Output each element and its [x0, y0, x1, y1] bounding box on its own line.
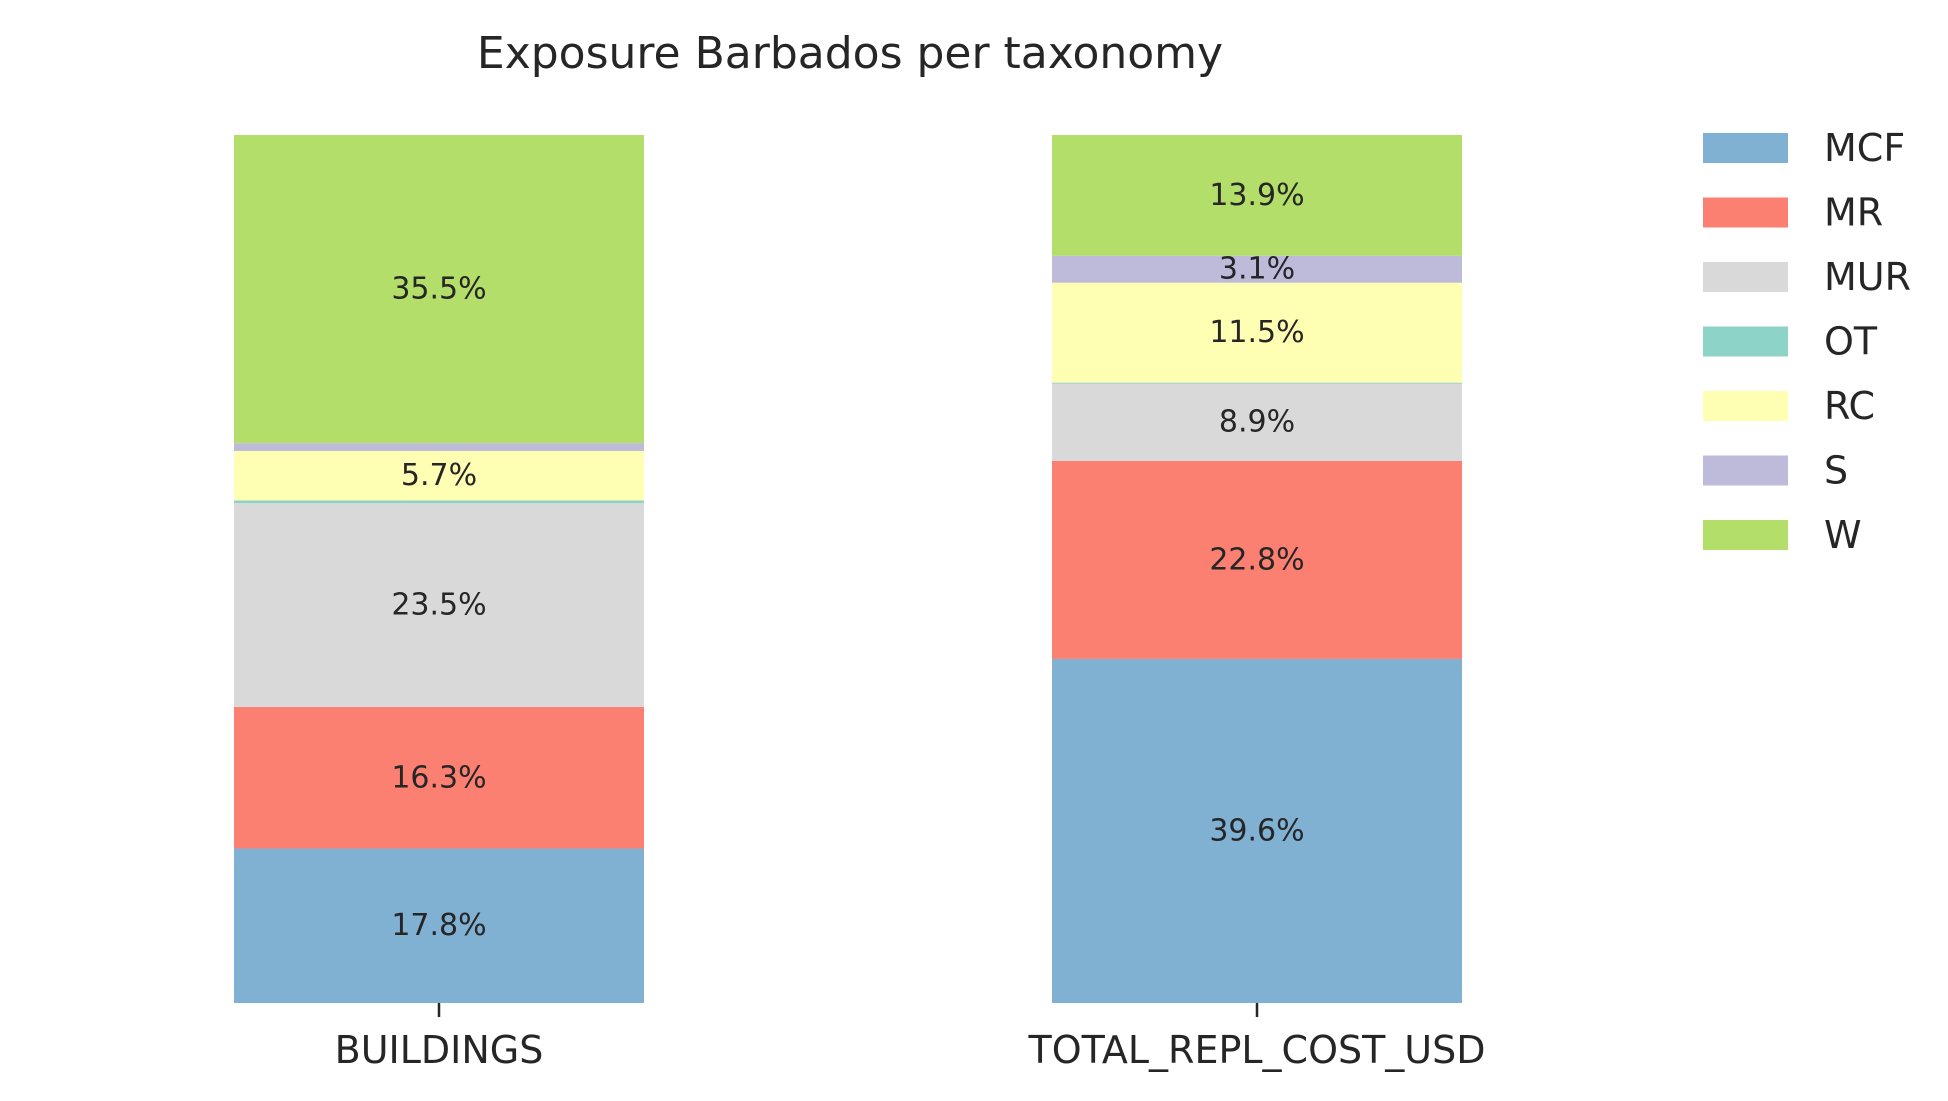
bar-segment-buildings-mur — [234, 503, 644, 708]
legend-label-w: W — [1824, 513, 1862, 557]
bar-segment-total-repl-cost-usd-mur — [1052, 383, 1462, 461]
data-label-total-repl-cost-usd-rc: 11.5% — [1209, 315, 1304, 350]
data-label-buildings-rc: 5.7% — [401, 458, 477, 493]
bar-segment-buildings-mr — [234, 707, 644, 849]
legend-swatch-mcf — [1703, 133, 1788, 163]
x-axis: BUILDINGS TOTAL_REPL_COST_USD — [335, 1003, 1486, 1072]
legend-label-mcf: MCF — [1824, 126, 1905, 170]
bar-segment-total-repl-cost-usd-s — [1052, 255, 1462, 283]
legend-label-ot: OT — [1824, 320, 1878, 364]
legend-swatch-s — [1703, 455, 1788, 486]
data-label-total-repl-cost-usd-w: 13.9% — [1209, 178, 1304, 213]
bar-segment-buildings-ot — [234, 500, 644, 504]
legend-label-mr: MR — [1824, 191, 1883, 235]
bar-segment-total-repl-cost-usd-rc — [1052, 282, 1462, 383]
data-label-total-repl-cost-usd-mcf: 39.6% — [1209, 813, 1304, 848]
legend-swatch-w — [1703, 520, 1788, 550]
data-label-buildings-w: 35.5% — [391, 272, 486, 307]
legend-swatch-mr — [1703, 197, 1788, 228]
data-label-buildings-mr: 16.3% — [391, 760, 486, 795]
bar-segment-total-repl-cost-usd-ot — [1052, 382, 1462, 384]
legend-swatch-rc — [1703, 391, 1788, 421]
legend-swatch-mur — [1703, 262, 1788, 292]
bar-segment-total-repl-cost-usd-mr — [1052, 460, 1462, 659]
x-tick-label-total-repl-cost-usd: TOTAL_REPL_COST_USD — [1027, 1028, 1485, 1072]
bar-segment-buildings-mcf — [234, 848, 644, 1003]
chart-title: Exposure Barbados per taxonomy — [477, 28, 1223, 79]
bar-segment-buildings-rc — [234, 450, 644, 501]
data-label-total-repl-cost-usd-s: 3.1% — [1219, 252, 1295, 287]
bar-segment-buildings-s — [234, 443, 644, 451]
x-tick-label-buildings: BUILDINGS — [335, 1028, 544, 1072]
bar-segment-total-repl-cost-usd-w — [1052, 135, 1462, 256]
bars-group: 17.8% 16.3% 23.5% 5.7% 35.5% 39.6% 22.8% 8.9% 11… — [234, 135, 1462, 1003]
bar-segment-total-repl-cost-usd-mcf — [1052, 658, 1462, 1003]
legend-label-rc: RC — [1824, 384, 1875, 428]
data-label-total-repl-cost-usd-mur: 8.9% — [1219, 405, 1295, 440]
data-label-buildings-mur: 23.5% — [391, 588, 486, 623]
legend-swatch-ot — [1703, 326, 1788, 357]
data-label-total-repl-cost-usd-mr: 22.8% — [1209, 542, 1304, 577]
data-label-buildings-mcf: 17.8% — [391, 908, 486, 943]
legend-label-mur: MUR — [1824, 255, 1911, 299]
legend: MCF MR MUR OT RC SW — [1703, 126, 1911, 557]
bar-segment-buildings-w — [234, 135, 644, 444]
legend-label-s: S — [1824, 449, 1848, 493]
